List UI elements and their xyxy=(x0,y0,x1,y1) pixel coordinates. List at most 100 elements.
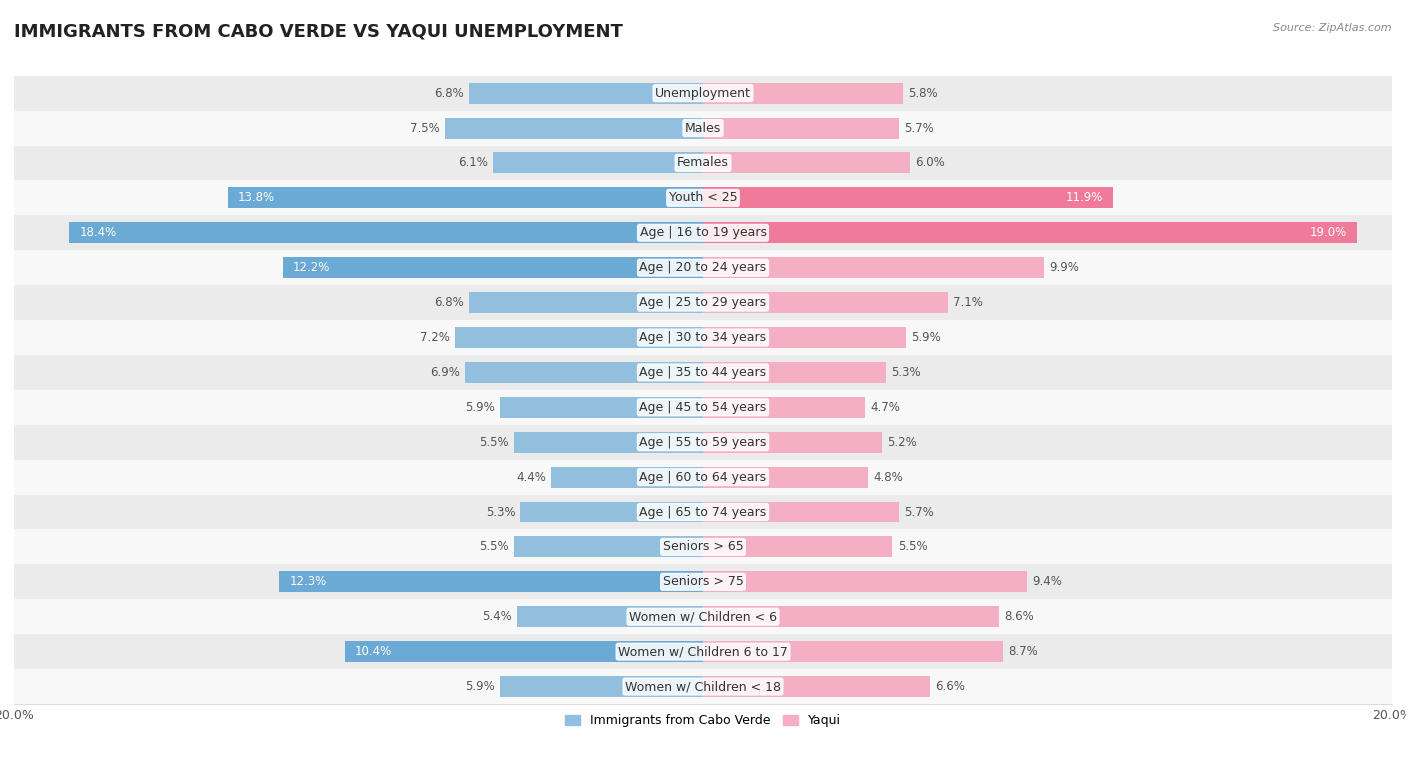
Text: 5.9%: 5.9% xyxy=(465,400,495,414)
Legend: Immigrants from Cabo Verde, Yaqui: Immigrants from Cabo Verde, Yaqui xyxy=(560,709,846,732)
Text: Source: ZipAtlas.com: Source: ZipAtlas.com xyxy=(1274,23,1392,33)
Bar xyxy=(703,188,1114,208)
Bar xyxy=(14,355,1392,390)
Bar xyxy=(499,676,703,697)
Bar xyxy=(283,257,703,278)
Bar xyxy=(513,431,703,453)
Text: Women w/ Children < 6: Women w/ Children < 6 xyxy=(628,610,778,623)
Text: Age | 25 to 29 years: Age | 25 to 29 years xyxy=(640,296,766,309)
Bar xyxy=(513,537,703,557)
Bar xyxy=(14,145,1392,180)
Bar xyxy=(444,117,703,139)
Bar xyxy=(703,117,900,139)
Text: 8.7%: 8.7% xyxy=(1008,645,1038,658)
Text: 5.7%: 5.7% xyxy=(904,506,934,519)
Text: 6.8%: 6.8% xyxy=(434,86,464,100)
Text: 5.3%: 5.3% xyxy=(485,506,515,519)
Bar xyxy=(703,641,1002,662)
Text: 7.5%: 7.5% xyxy=(409,122,440,135)
Text: 12.3%: 12.3% xyxy=(290,575,326,588)
Text: 6.9%: 6.9% xyxy=(430,366,460,379)
Text: 5.9%: 5.9% xyxy=(911,331,941,344)
Text: Youth < 25: Youth < 25 xyxy=(669,192,737,204)
Text: Females: Females xyxy=(678,157,728,170)
Text: 6.8%: 6.8% xyxy=(434,296,464,309)
Bar xyxy=(703,606,1000,628)
Text: 13.8%: 13.8% xyxy=(238,192,276,204)
Bar xyxy=(456,327,703,348)
Text: Males: Males xyxy=(685,122,721,135)
Text: Women w/ Children 6 to 17: Women w/ Children 6 to 17 xyxy=(619,645,787,658)
Text: Age | 30 to 34 years: Age | 30 to 34 years xyxy=(640,331,766,344)
Bar xyxy=(494,152,703,173)
Text: 5.8%: 5.8% xyxy=(908,86,938,100)
Text: 9.9%: 9.9% xyxy=(1049,261,1078,274)
Bar xyxy=(703,223,1358,243)
Bar xyxy=(14,669,1392,704)
Bar xyxy=(468,292,703,313)
Text: 5.4%: 5.4% xyxy=(482,610,512,623)
Text: 4.8%: 4.8% xyxy=(873,471,903,484)
Bar xyxy=(14,459,1392,494)
Bar xyxy=(14,600,1392,634)
Bar xyxy=(14,390,1392,425)
Text: 5.3%: 5.3% xyxy=(891,366,921,379)
Text: Unemployment: Unemployment xyxy=(655,86,751,100)
Text: Age | 35 to 44 years: Age | 35 to 44 years xyxy=(640,366,766,379)
Text: 11.9%: 11.9% xyxy=(1066,192,1102,204)
Text: 8.6%: 8.6% xyxy=(1004,610,1035,623)
Bar xyxy=(703,676,931,697)
Bar xyxy=(14,565,1392,600)
Bar xyxy=(14,111,1392,145)
Text: Seniors > 65: Seniors > 65 xyxy=(662,540,744,553)
Text: Age | 55 to 59 years: Age | 55 to 59 years xyxy=(640,436,766,449)
Bar xyxy=(703,431,882,453)
Bar xyxy=(14,320,1392,355)
Bar xyxy=(14,180,1392,215)
Bar xyxy=(703,572,1026,592)
Bar xyxy=(14,634,1392,669)
Text: 4.4%: 4.4% xyxy=(516,471,547,484)
Text: Age | 60 to 64 years: Age | 60 to 64 years xyxy=(640,471,766,484)
Bar xyxy=(14,285,1392,320)
Bar xyxy=(551,466,703,488)
Bar xyxy=(703,257,1045,278)
Bar xyxy=(14,215,1392,251)
Bar xyxy=(703,292,948,313)
Bar xyxy=(520,502,703,522)
Bar xyxy=(69,223,703,243)
Text: 5.5%: 5.5% xyxy=(897,540,927,553)
Bar xyxy=(703,466,869,488)
Bar xyxy=(14,425,1392,459)
Bar xyxy=(14,494,1392,529)
Text: Age | 16 to 19 years: Age | 16 to 19 years xyxy=(640,226,766,239)
Bar xyxy=(703,327,907,348)
Text: Seniors > 75: Seniors > 75 xyxy=(662,575,744,588)
Bar xyxy=(703,362,886,383)
Bar xyxy=(703,152,910,173)
Text: 18.4%: 18.4% xyxy=(80,226,117,239)
Bar xyxy=(344,641,703,662)
Bar xyxy=(14,76,1392,111)
Bar xyxy=(499,397,703,418)
Bar xyxy=(703,397,865,418)
Bar xyxy=(465,362,703,383)
Bar xyxy=(280,572,703,592)
Bar xyxy=(468,83,703,104)
Bar xyxy=(517,606,703,628)
Text: 7.1%: 7.1% xyxy=(953,296,983,309)
Text: 5.9%: 5.9% xyxy=(465,680,495,693)
Text: 6.0%: 6.0% xyxy=(915,157,945,170)
Text: 19.0%: 19.0% xyxy=(1310,226,1347,239)
Bar xyxy=(228,188,703,208)
Text: 5.5%: 5.5% xyxy=(479,540,509,553)
Bar xyxy=(14,529,1392,565)
Text: 12.2%: 12.2% xyxy=(292,261,330,274)
Bar xyxy=(703,537,893,557)
Text: 6.6%: 6.6% xyxy=(935,680,966,693)
Bar xyxy=(703,83,903,104)
Text: 4.7%: 4.7% xyxy=(870,400,900,414)
Text: 9.4%: 9.4% xyxy=(1032,575,1062,588)
Text: Age | 45 to 54 years: Age | 45 to 54 years xyxy=(640,400,766,414)
Text: Age | 20 to 24 years: Age | 20 to 24 years xyxy=(640,261,766,274)
